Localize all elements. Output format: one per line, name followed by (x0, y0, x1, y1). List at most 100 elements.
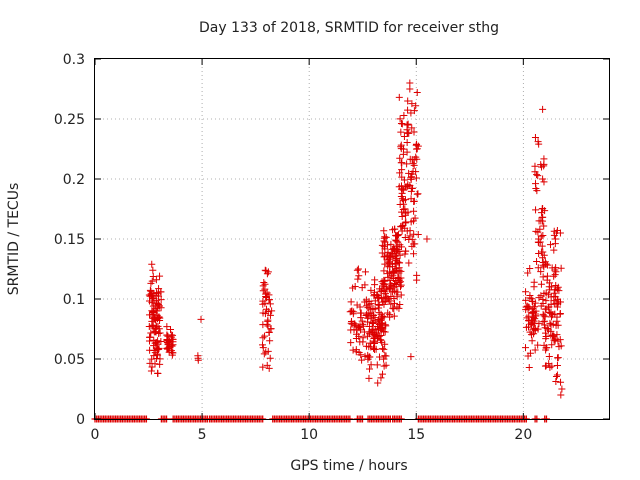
data-point (380, 313, 388, 321)
data-point (367, 361, 375, 369)
data-point (373, 361, 381, 369)
data-point (401, 196, 409, 204)
data-point (390, 295, 398, 303)
data-point (410, 128, 418, 136)
y-tick-label: 0.05 (54, 352, 85, 368)
data-point (532, 206, 540, 214)
data-point (163, 331, 171, 339)
data-point (150, 308, 158, 316)
data-point (366, 323, 374, 331)
data-point (553, 361, 561, 369)
data-point (545, 303, 553, 311)
data-point (539, 273, 547, 281)
data-point (398, 208, 406, 216)
data-point (397, 243, 405, 251)
data-point (356, 303, 364, 311)
data-point (156, 272, 164, 280)
data-point (408, 124, 416, 132)
data-point (541, 305, 549, 313)
data-point (382, 322, 390, 330)
data-point (537, 280, 545, 288)
data-point (392, 256, 400, 264)
data-point (405, 169, 413, 177)
data-point (414, 190, 422, 198)
data-point (540, 312, 548, 320)
data-point (522, 296, 530, 304)
data-point (423, 235, 431, 243)
x-tick-label: 10 (300, 427, 318, 443)
data-point (400, 176, 408, 184)
data-point (401, 205, 409, 213)
data-point (261, 299, 269, 307)
data-point (542, 289, 550, 297)
data-point (358, 317, 366, 325)
data-point (154, 304, 162, 312)
data-point (546, 286, 554, 294)
data-point (376, 285, 384, 293)
data-point (549, 320, 557, 328)
data-point (542, 362, 550, 370)
data-point (541, 317, 549, 325)
data-point (386, 276, 394, 284)
data-point (263, 270, 271, 278)
data-point (384, 248, 392, 256)
data-point (538, 163, 546, 171)
data-point (376, 353, 384, 361)
data-point (540, 178, 548, 186)
data-point (383, 293, 391, 301)
data-point (165, 340, 173, 348)
data-point (145, 322, 153, 330)
data-point (155, 325, 163, 333)
data-point (534, 138, 542, 146)
data-point (536, 238, 544, 246)
data-point (405, 129, 413, 137)
data-point (531, 162, 539, 170)
data-point (377, 374, 385, 382)
data-point (406, 155, 414, 163)
data-point (543, 276, 551, 284)
data-point (406, 79, 414, 87)
data-point (383, 295, 391, 303)
data-point (145, 311, 153, 319)
data-point (369, 304, 377, 312)
data-point (411, 240, 419, 248)
data-point (395, 304, 403, 312)
data-point (526, 328, 534, 336)
data-point (378, 249, 386, 257)
data-point (405, 259, 413, 267)
data-point (540, 222, 548, 230)
data-point (394, 246, 402, 254)
data-point (260, 278, 268, 286)
data-point (397, 159, 405, 167)
data-point (542, 333, 550, 341)
data-point (149, 302, 157, 310)
data-point (351, 320, 359, 328)
data-point (398, 185, 406, 193)
data-point (378, 241, 386, 249)
data-point (396, 154, 404, 162)
data-point (386, 253, 394, 261)
data-point (392, 249, 400, 257)
data-point (150, 314, 158, 322)
data-point (408, 100, 416, 108)
data-point (359, 334, 367, 342)
data-point (358, 356, 366, 364)
data-point (156, 316, 164, 324)
data-point (370, 288, 378, 296)
data-point (552, 268, 560, 276)
data-point (546, 319, 554, 327)
data-point (531, 315, 539, 323)
data-point (389, 304, 397, 312)
data-point (146, 346, 154, 354)
data-point (553, 303, 561, 311)
data-point (542, 297, 550, 305)
data-point (396, 251, 404, 259)
x-tick-label: 15 (407, 427, 425, 443)
data-point (264, 347, 272, 355)
data-point (533, 171, 541, 179)
data-point (371, 338, 379, 346)
data-point (147, 367, 155, 375)
data-point (148, 355, 156, 363)
data-point (397, 182, 405, 190)
